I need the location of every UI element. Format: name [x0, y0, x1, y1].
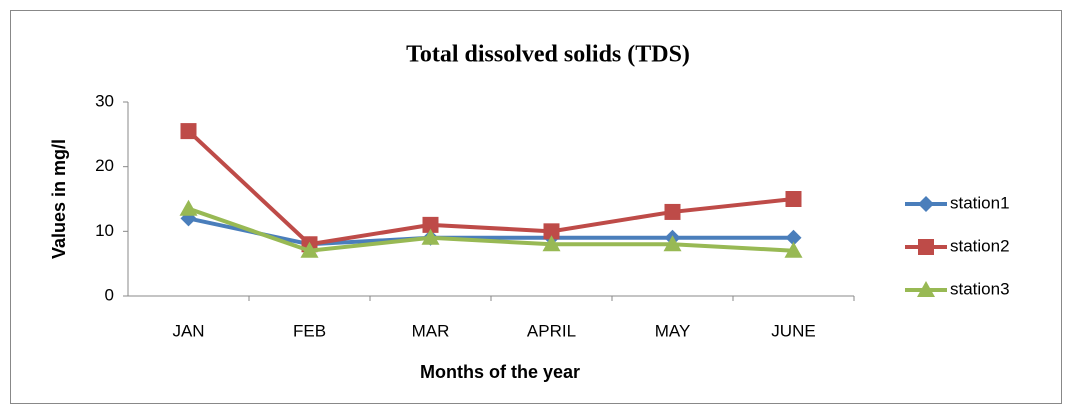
legend-marker	[917, 281, 935, 297]
y-tick-label: 30	[95, 91, 114, 110]
marker	[300, 241, 319, 258]
legend-marker	[918, 239, 934, 255]
legend-label: station1	[950, 193, 1010, 212]
x-tick-label: MAR	[412, 321, 450, 340]
y-tick-label: 10	[95, 221, 114, 240]
marker	[784, 241, 803, 258]
series-line	[188, 216, 794, 247]
marker	[664, 203, 681, 220]
x-axis-title: Months of the year	[420, 362, 580, 382]
marker	[663, 235, 682, 252]
series-line	[187, 129, 794, 247]
marker	[421, 228, 440, 245]
marker	[180, 123, 197, 140]
x-tick-label: JUNE	[771, 321, 815, 340]
legend-label: station2	[950, 236, 1010, 255]
legend-marker	[918, 196, 934, 212]
marker	[542, 235, 561, 252]
legend-label: station3	[950, 279, 1010, 298]
marker	[422, 216, 439, 233]
marker	[543, 223, 560, 240]
marker	[785, 229, 802, 246]
x-tick-label: JAN	[172, 321, 204, 340]
series-line	[187, 206, 794, 253]
marker	[179, 199, 198, 216]
y-tick-label: 0	[105, 285, 114, 304]
y-tick-label: 20	[95, 156, 114, 175]
x-tick-label: APRIL	[527, 321, 576, 340]
y-axis-title: Values in mg/l	[49, 139, 69, 259]
marker	[785, 191, 802, 207]
chart-border	[10, 10, 1062, 404]
x-tick-label: FEB	[293, 321, 326, 340]
chart-title: Total dissolved solids (TDS)	[406, 42, 690, 68]
x-tick-label: MAY	[655, 321, 691, 340]
